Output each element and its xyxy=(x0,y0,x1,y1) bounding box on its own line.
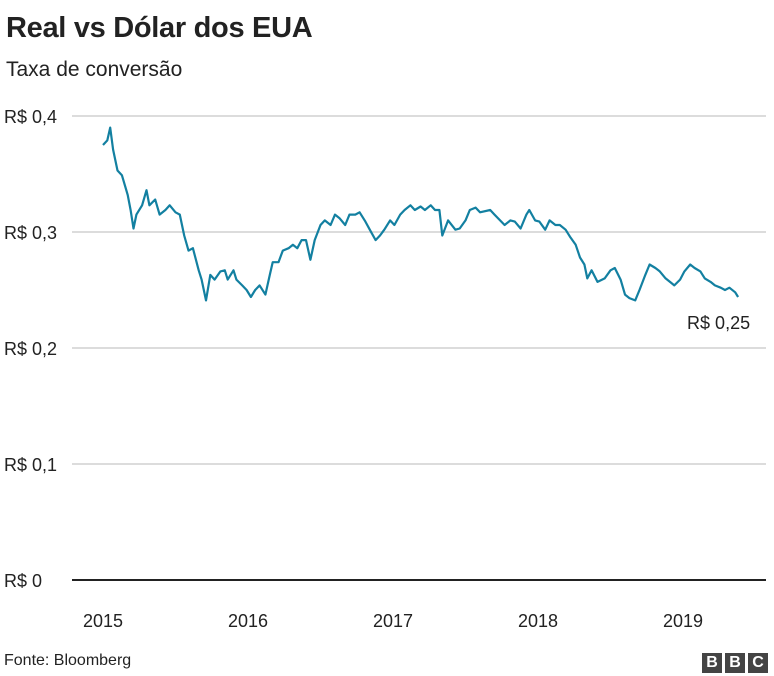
last-value-annotation: R$ 0,25 xyxy=(687,313,750,333)
y-tick-label: R$ 0,4 xyxy=(4,107,57,127)
y-tick-label: R$ 0 xyxy=(4,571,42,591)
y-tick-label: R$ 0,3 xyxy=(4,223,57,243)
y-tick-label: R$ 0,2 xyxy=(4,339,57,359)
chart-subtitle: Taxa de conversão xyxy=(6,58,183,81)
exchange-rate-line xyxy=(102,126,740,302)
source-note: Fonte: Bloomberg xyxy=(4,652,132,669)
x-tick-label: 2017 xyxy=(373,611,413,631)
chart-title: Real vs Dólar dos EUA xyxy=(6,12,313,44)
x-tick-label: 2015 xyxy=(83,611,123,631)
x-tick-label: 2019 xyxy=(663,611,703,631)
x-tick-label: 2018 xyxy=(518,611,558,631)
x-tick-label: 2016 xyxy=(228,611,268,631)
y-tick-label: R$ 0,1 xyxy=(4,455,57,475)
